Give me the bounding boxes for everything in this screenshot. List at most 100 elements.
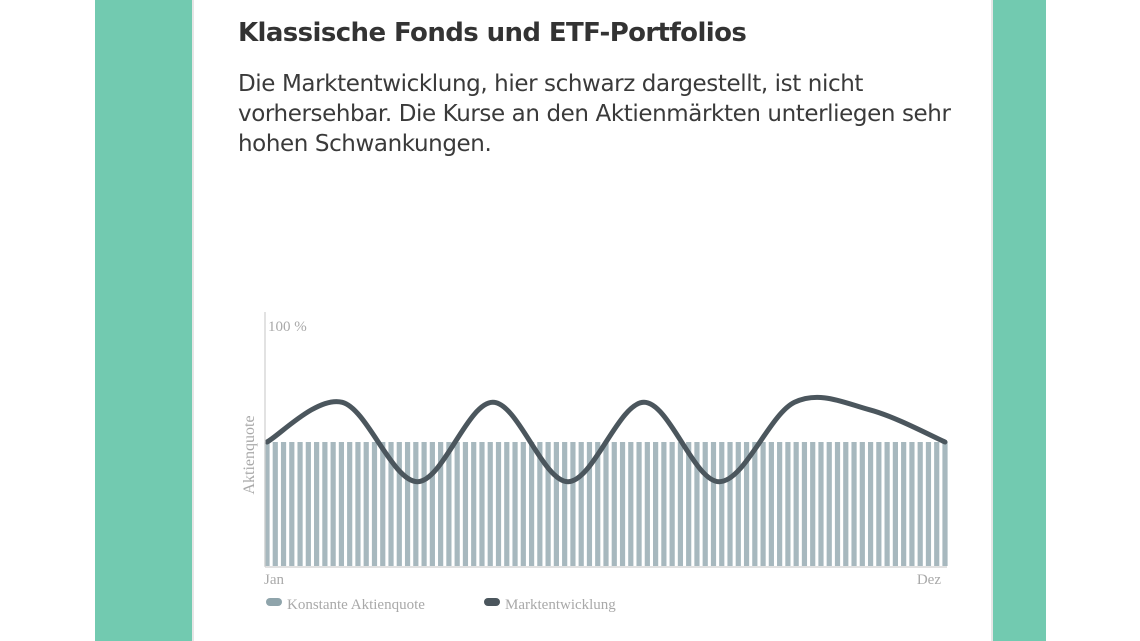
- bar: [901, 442, 907, 566]
- bar: [264, 442, 270, 566]
- equity-ratio-chart: 100 % Aktienquote Jan Dez Konstante Akti…: [241, 312, 948, 613]
- bar: [611, 442, 617, 566]
- bar: [694, 442, 700, 566]
- bar: [702, 442, 708, 566]
- bar: [793, 442, 799, 566]
- bar: [421, 442, 427, 566]
- bar: [653, 442, 659, 566]
- accent-band-left: [95, 0, 192, 641]
- legend-label-line: Marktentwicklung: [505, 597, 616, 613]
- bar: [884, 442, 890, 566]
- bar: [876, 442, 882, 566]
- bar: [719, 442, 725, 566]
- bar: [777, 442, 783, 566]
- bar: [934, 442, 940, 566]
- bar: [801, 442, 808, 566]
- bar: [619, 442, 626, 566]
- bar: [471, 442, 477, 566]
- legend: Konstante Aktienquote Marktentwicklung: [266, 597, 616, 613]
- bar: [760, 442, 766, 566]
- bar: [661, 442, 667, 566]
- bar: [810, 442, 816, 566]
- bar: [686, 442, 692, 566]
- bar: [545, 442, 551, 566]
- bar: [843, 442, 849, 566]
- bar: [280, 442, 287, 566]
- bar: [925, 442, 932, 566]
- bar: [603, 442, 609, 566]
- bar: [429, 442, 435, 566]
- legend-item-line: Marktentwicklung: [484, 597, 616, 613]
- accent-band-right: [993, 0, 1046, 641]
- legend-swatch-line: [484, 598, 500, 606]
- bar: [438, 442, 444, 566]
- series-line-marktentwicklung: [264, 394, 948, 485]
- bar: [297, 442, 303, 566]
- x-tick-label-end: Dez: [917, 572, 941, 588]
- legend-item-bars: Konstante Aktienquote: [266, 597, 425, 613]
- bar: [826, 442, 832, 566]
- bar: [909, 442, 915, 566]
- bar: [347, 442, 353, 566]
- bar: [363, 442, 369, 566]
- bar: [371, 442, 378, 566]
- y-axis-label: Aktienquote: [241, 415, 258, 494]
- bar: [644, 442, 650, 566]
- bar: [487, 442, 493, 566]
- bar: [628, 442, 634, 566]
- bar: [942, 442, 948, 566]
- bar: [512, 442, 518, 566]
- bar: [520, 442, 526, 566]
- bar: [413, 442, 419, 566]
- bar: [578, 442, 584, 566]
- bars-group: [264, 442, 948, 566]
- x-tick-label-start: Jan: [264, 572, 284, 588]
- bar: [322, 442, 328, 566]
- bar: [495, 442, 502, 566]
- card-edge-left: [192, 0, 194, 641]
- bar: [570, 442, 576, 566]
- bar: [355, 442, 361, 566]
- bar: [768, 442, 774, 566]
- bar: [743, 442, 750, 566]
- bar: [586, 442, 593, 566]
- bar: [330, 442, 336, 566]
- bar: [818, 442, 824, 566]
- bar: [462, 442, 469, 566]
- bar: [380, 442, 386, 566]
- bar: [528, 442, 535, 566]
- bar: [553, 442, 559, 566]
- bar: [595, 442, 601, 566]
- bar: [479, 442, 485, 566]
- bar: [504, 442, 510, 566]
- bar: [834, 442, 841, 566]
- bar: [338, 442, 345, 566]
- bar: [272, 442, 278, 566]
- card-edge-right: [991, 0, 993, 641]
- bar: [710, 442, 717, 566]
- card-title: Klassische Fonds und ETF-Portfolios: [238, 18, 747, 48]
- legend-label-bars: Konstante Aktienquote: [287, 597, 425, 613]
- card-description: Die Marktentwicklung, hier schwarz darge…: [238, 71, 951, 157]
- bar: [859, 442, 865, 566]
- bar: [851, 442, 857, 566]
- bar: [636, 442, 642, 566]
- bar: [289, 442, 295, 566]
- bar: [396, 442, 402, 566]
- bar: [562, 442, 568, 566]
- bar: [867, 442, 874, 566]
- bar: [785, 442, 791, 566]
- bar: [892, 442, 898, 566]
- bar: [454, 442, 460, 566]
- bar: [752, 442, 758, 566]
- bar: [735, 442, 741, 566]
- bar: [314, 442, 320, 566]
- bar: [677, 442, 684, 566]
- bar: [537, 442, 543, 566]
- bar: [727, 442, 733, 566]
- bar: [404, 442, 411, 566]
- y-tick-label: 100 %: [268, 319, 307, 335]
- legend-swatch-bars: [266, 598, 282, 606]
- bar: [388, 442, 394, 566]
